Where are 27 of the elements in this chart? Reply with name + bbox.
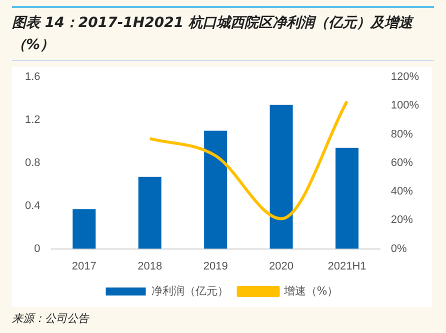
bar bbox=[270, 104, 293, 249]
legend-label: 净利润（亿元） bbox=[151, 284, 228, 298]
y2-tick-label: 40% bbox=[390, 186, 414, 198]
y-tick-label: 1.2 bbox=[24, 114, 40, 126]
y2-tick-label: 60% bbox=[390, 156, 414, 169]
x-tick-label: 2020 bbox=[269, 260, 294, 272]
y-tick-label: 0 bbox=[34, 242, 40, 255]
line-series bbox=[148, 100, 349, 220]
y-tick-label: 0.4 bbox=[24, 200, 40, 212]
y2-tick-label: 100% bbox=[390, 100, 420, 112]
x-tick-label: 2018 bbox=[138, 260, 162, 272]
bar bbox=[204, 130, 228, 249]
y-tick-label: 0.8 bbox=[24, 156, 40, 169]
x-tick-label: 2017 bbox=[72, 260, 96, 272]
y-tick-label: 1.6 bbox=[24, 71, 40, 84]
x-tick-label: 2019 bbox=[203, 260, 228, 272]
y2-tick-label: 120% bbox=[390, 71, 420, 84]
y2-tick-label: 80% bbox=[390, 128, 414, 140]
chart-title: 图表 14：2017-1H2021 杭口城西院区净利润（亿元）及增速（%） bbox=[12, 6, 434, 61]
y2-tick-label: 0% bbox=[390, 242, 407, 255]
bar bbox=[72, 209, 96, 249]
legend-label: 增速（%） bbox=[282, 284, 338, 298]
bar bbox=[138, 176, 162, 249]
source-note: 来源：公司公告 bbox=[12, 311, 90, 326]
y2-tick-label: 20% bbox=[390, 214, 414, 226]
bar bbox=[336, 148, 359, 249]
x-tick-label: 2021H1 bbox=[328, 260, 366, 272]
